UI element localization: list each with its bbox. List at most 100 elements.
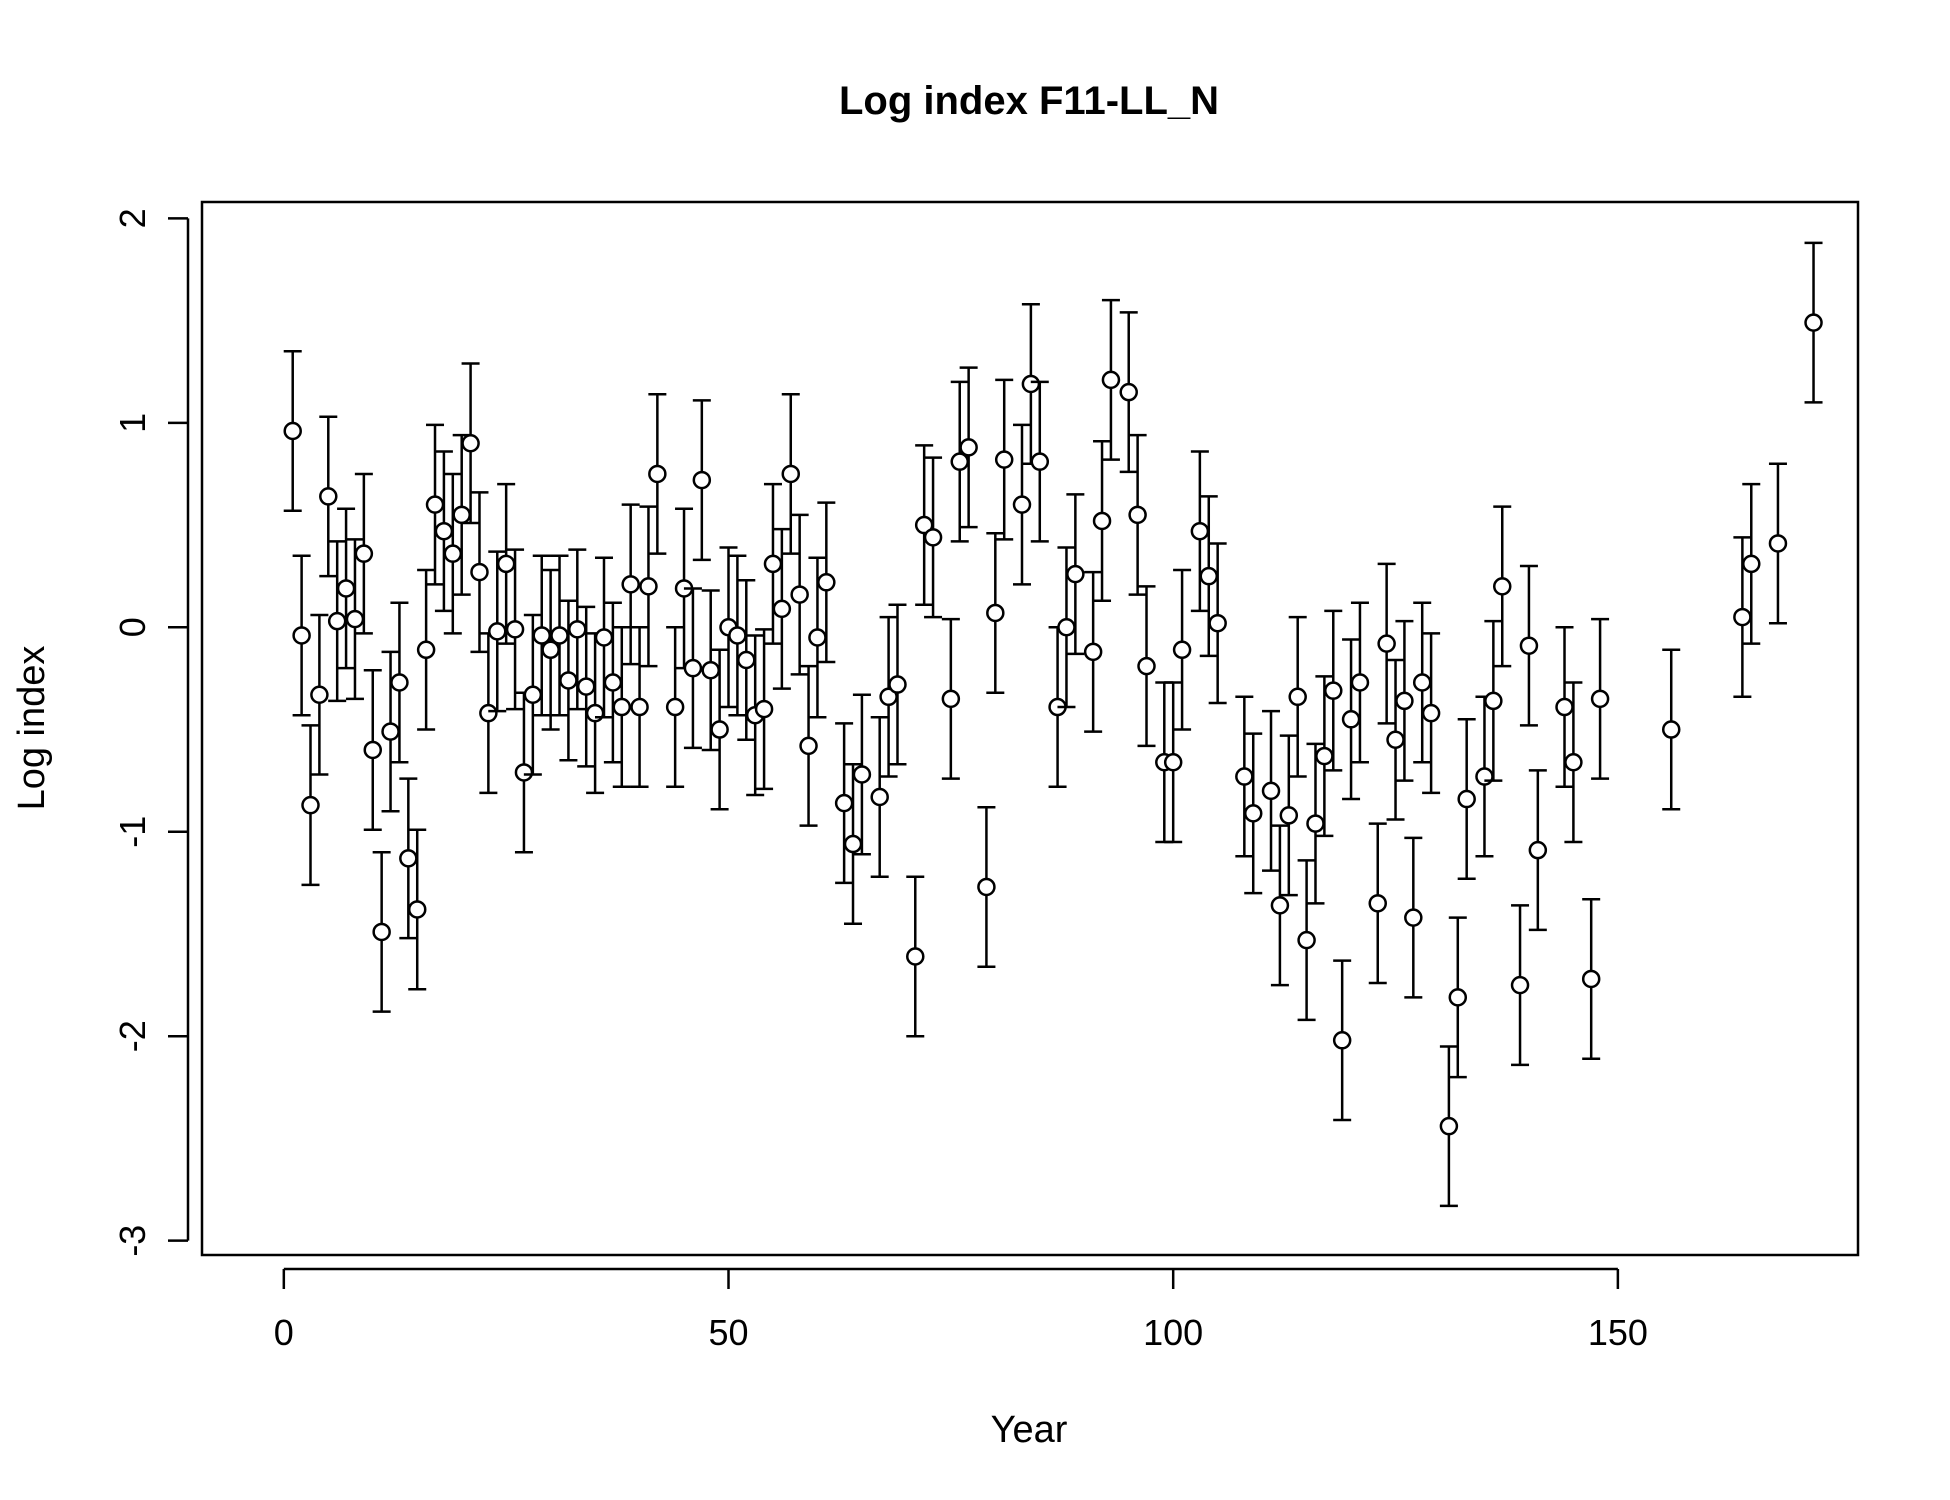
- data-point: [407, 900, 427, 919]
- data-point: [1243, 804, 1263, 823]
- data-point: [336, 579, 356, 598]
- data-point-group: [434, 450, 454, 613]
- data-point-group: [381, 650, 400, 813]
- data-point-group: [1804, 241, 1823, 404]
- data-point: [1083, 642, 1103, 662]
- data-point: [1386, 730, 1405, 749]
- data-point: [1057, 618, 1076, 637]
- x-axis: 0 50 100 150: [274, 1267, 1648, 1353]
- data-point-group: [648, 392, 667, 555]
- data-point: [621, 575, 640, 594]
- data-point-group: [568, 548, 587, 711]
- data-point: [1306, 814, 1325, 833]
- data-point: [1528, 840, 1548, 860]
- data-point-group: [790, 513, 809, 676]
- data-point-group: [1368, 822, 1387, 985]
- data-point-group: [1448, 916, 1468, 1079]
- data-point: [505, 620, 525, 639]
- data-point-group: [301, 724, 320, 887]
- data-point-group: [1172, 568, 1192, 731]
- data-point-group: [665, 626, 685, 789]
- data-point: [817, 573, 836, 592]
- data-point-group: [1306, 742, 1325, 905]
- data-point-group: [292, 554, 311, 717]
- data-point-group: [488, 550, 507, 713]
- data-point: [728, 626, 747, 645]
- data-point: [1199, 566, 1219, 586]
- data-point: [986, 603, 1005, 623]
- data-point-group: [781, 392, 801, 555]
- data-point-group: [363, 668, 383, 831]
- data-point: [923, 528, 943, 547]
- data-point: [363, 740, 383, 760]
- data-point: [568, 620, 587, 639]
- data-point: [1288, 687, 1307, 707]
- data-point: [1350, 673, 1370, 692]
- data-point: [843, 834, 863, 854]
- plot-frame: [200, 200, 1860, 1257]
- data-point: [585, 703, 605, 723]
- data-point-group: [1012, 423, 1032, 586]
- data-point: [808, 628, 827, 647]
- data-point: [790, 585, 809, 604]
- data-point: [834, 793, 854, 813]
- data-point-group: [1101, 298, 1121, 461]
- data-point-group: [1288, 615, 1307, 778]
- data-point: [1448, 988, 1468, 1007]
- data-point: [665, 697, 685, 717]
- data-point-group: [1270, 824, 1290, 987]
- data-point-group: [1493, 505, 1512, 668]
- data-point: [612, 697, 632, 717]
- data-point: [1012, 495, 1032, 514]
- data-point: [772, 599, 792, 619]
- data-point: [559, 671, 578, 690]
- data-point-group: [532, 554, 551, 717]
- data-point: [452, 505, 471, 525]
- data-point: [532, 626, 551, 645]
- data-point: [310, 685, 329, 705]
- data-point: [1412, 673, 1432, 692]
- data-point: [372, 922, 391, 942]
- data-point-group: [345, 538, 365, 701]
- data-point-group: [941, 617, 961, 780]
- data-point-group: [914, 444, 934, 607]
- data-point-group: [416, 568, 436, 731]
- data-series: [283, 241, 1823, 1208]
- data-point: [1324, 681, 1343, 700]
- data-point-group: [1510, 904, 1530, 1067]
- chart-title: Log index F11-LL_N: [839, 79, 1219, 123]
- data-point-group: [906, 875, 925, 1038]
- data-point-group: [772, 527, 792, 690]
- data-point-group: [994, 378, 1014, 541]
- data-point: [1457, 789, 1476, 809]
- data-point: [1439, 1116, 1459, 1136]
- data-point: [354, 544, 374, 563]
- data-point: [1733, 607, 1752, 627]
- data-point-group: [1332, 959, 1352, 1122]
- data-point-group: [1661, 648, 1681, 811]
- data-point-group: [1475, 695, 1494, 858]
- data-point-group: [1395, 619, 1414, 782]
- data-point: [852, 765, 872, 784]
- data-point-group: [852, 693, 872, 856]
- data-point: [1208, 613, 1227, 633]
- data-point: [950, 452, 969, 471]
- x-tick-label: 100: [1143, 1312, 1203, 1353]
- data-point-group: [1297, 859, 1316, 1022]
- data-point-group: [612, 626, 632, 789]
- data-point-group: [1386, 658, 1405, 821]
- data-point-group: [986, 531, 1005, 694]
- data-point: [1315, 746, 1334, 766]
- data-point-group: [1341, 638, 1361, 801]
- data-point-group: [319, 415, 338, 578]
- data-point-group: [1590, 617, 1610, 780]
- data-point: [1368, 894, 1387, 913]
- data-point: [1172, 640, 1192, 660]
- data-point: [1092, 511, 1112, 531]
- data-point-group: [843, 763, 863, 926]
- data-point: [1581, 969, 1601, 989]
- data-point-group: [443, 472, 463, 635]
- data-point: [1404, 908, 1423, 927]
- data-point-group: [461, 362, 480, 525]
- y-tick-label: 1: [112, 413, 153, 433]
